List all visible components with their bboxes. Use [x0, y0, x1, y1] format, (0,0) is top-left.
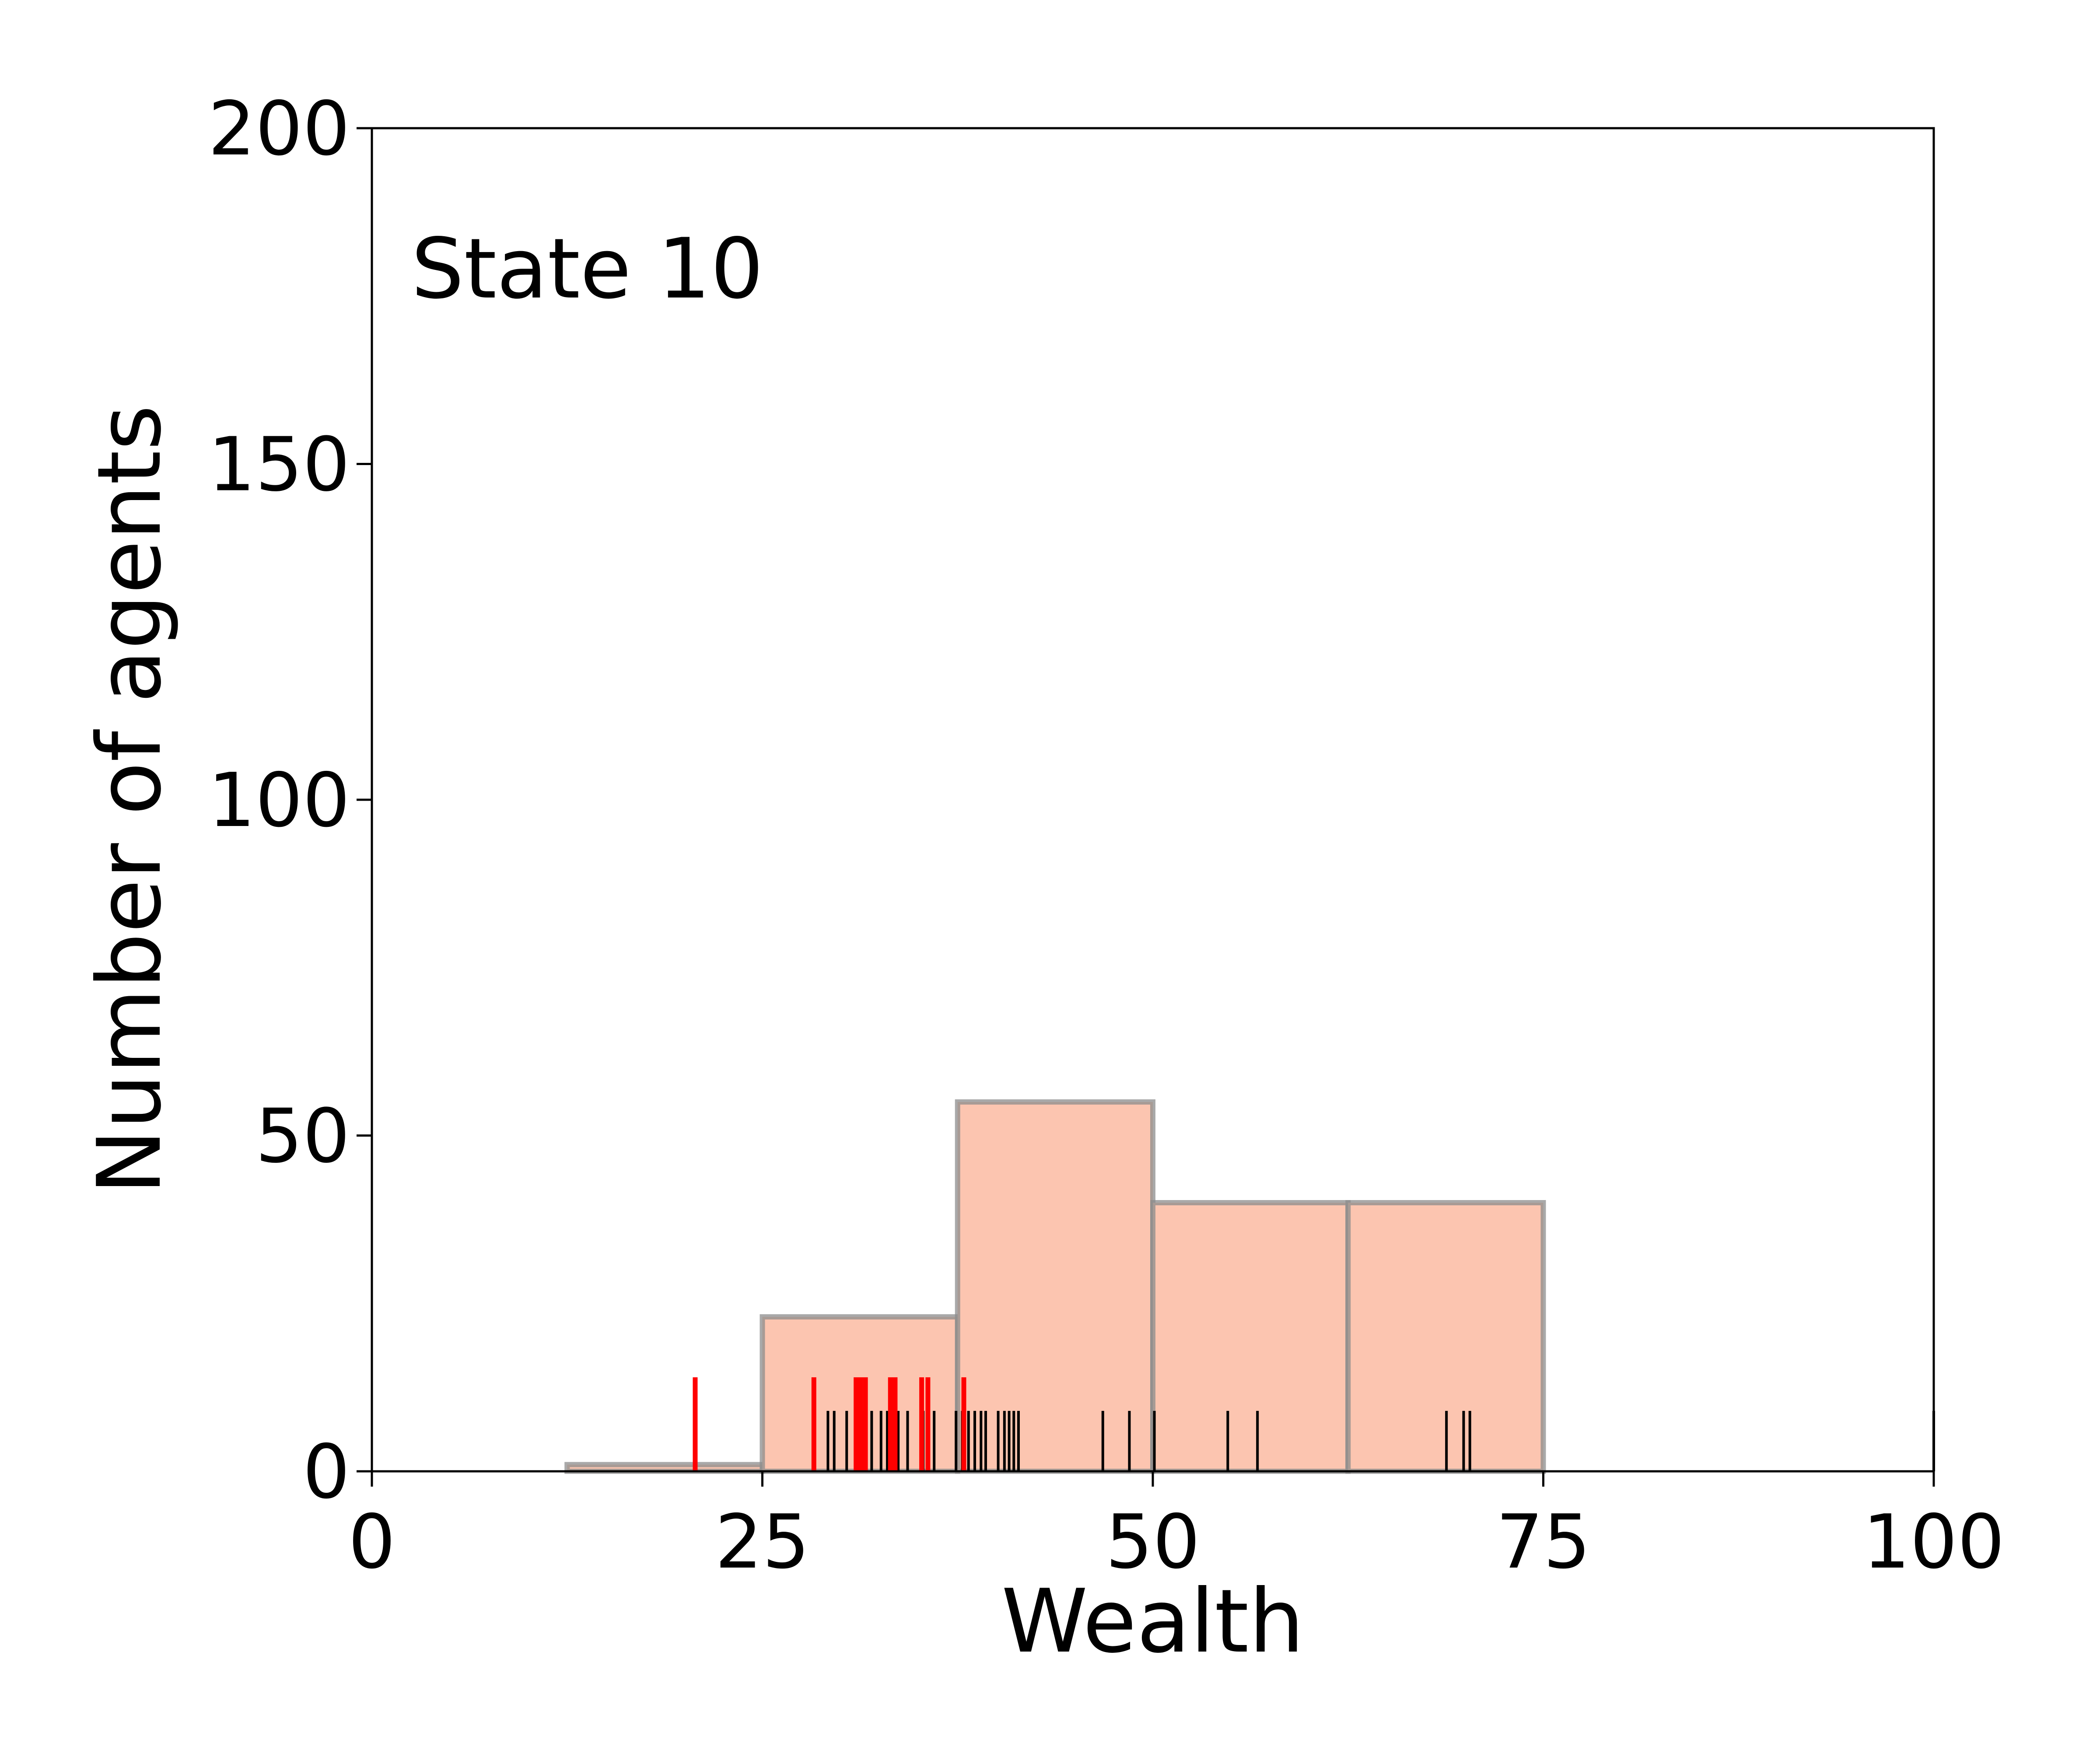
- x-tick-label-3: 75: [1496, 1499, 1590, 1586]
- y-tick-label-0: 0: [303, 1429, 350, 1516]
- histogram-bars: [564, 1099, 1546, 1474]
- x-tick-label-2: 50: [1106, 1499, 1200, 1586]
- y-tick-label-2: 100: [208, 757, 350, 844]
- y-axis-label: Number of agents: [79, 405, 181, 1194]
- x-tick-label-0: 0: [348, 1499, 396, 1586]
- y-tick-label-3: 150: [208, 422, 350, 508]
- y-tick-label-1: 50: [256, 1093, 350, 1180]
- x-tick-label-4: 100: [1863, 1499, 2005, 1586]
- y-tick-label-4: 200: [208, 86, 350, 172]
- state-annotation: State 10: [411, 220, 763, 317]
- x-tick-label-1: 25: [715, 1499, 809, 1586]
- histogram-bar-3: [1150, 1200, 1351, 1474]
- y-axis-ticks: 0 50 100 150 200: [208, 86, 372, 1516]
- x-axis-ticks: 0 25 50 75 100: [348, 1471, 2005, 1586]
- x-axis-label: Wealth: [1001, 1571, 1304, 1673]
- rug-marks: [693, 1377, 1935, 1471]
